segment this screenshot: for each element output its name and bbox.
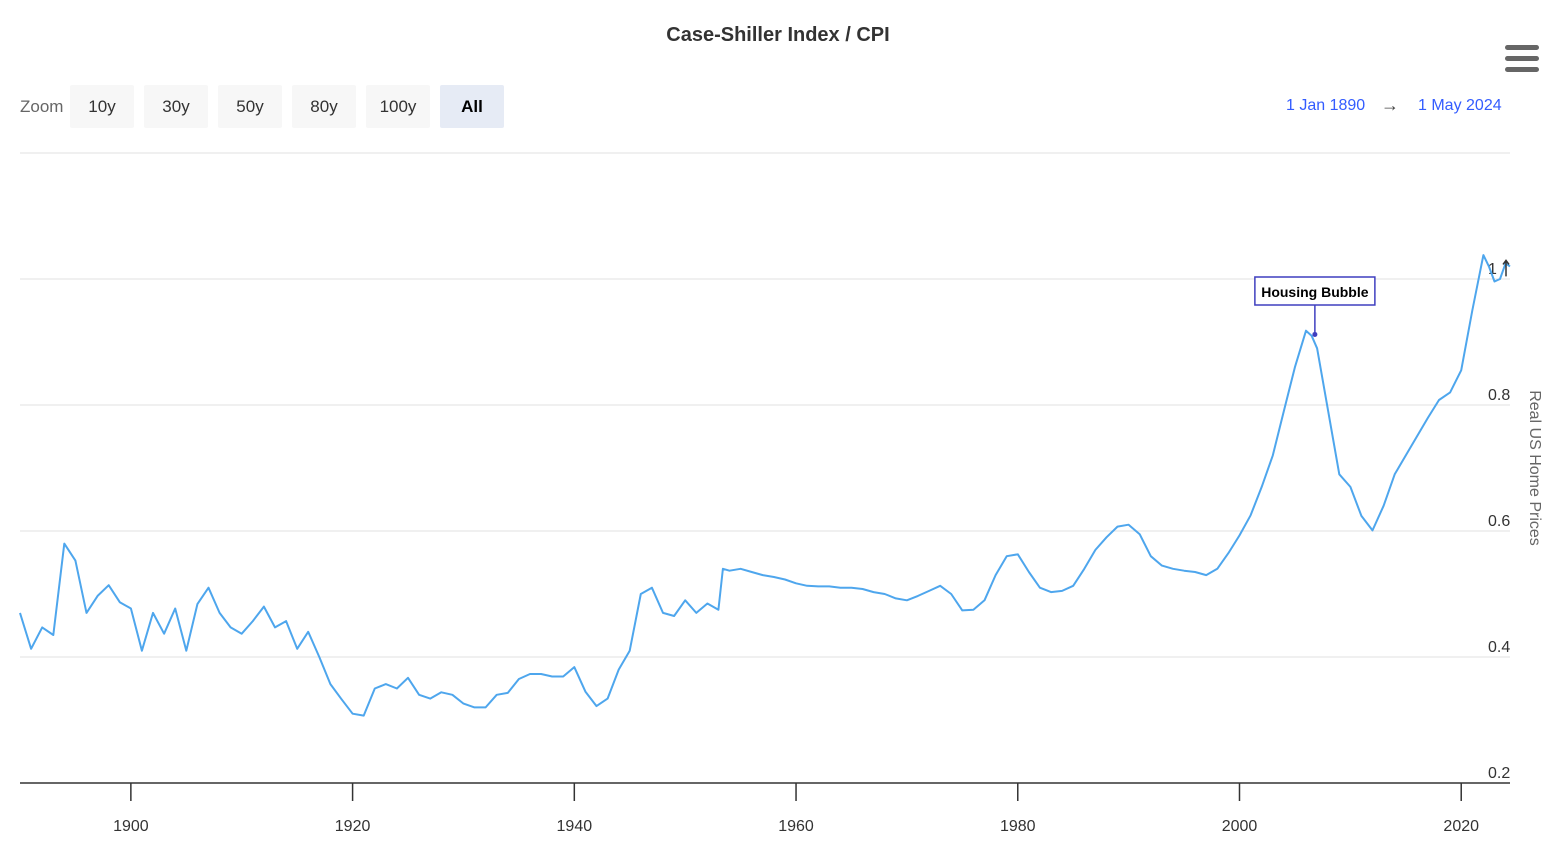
hamburger-menu-icon[interactable] (1501, 42, 1541, 76)
zoom-10y-button[interactable]: 10y (70, 85, 134, 128)
range-to-input[interactable]: 1 May 2024 (1418, 97, 1502, 114)
x-tick-label: 2000 (1222, 818, 1258, 835)
zoom-100y-button[interactable]: 100y (366, 85, 430, 128)
x-tick-label: 1900 (113, 818, 149, 835)
menu-bar (1505, 67, 1539, 72)
y-tick-label: 0.8 (1488, 387, 1510, 404)
range-from-input[interactable]: 1 Jan 1890 (1286, 97, 1366, 114)
series-line (19, 254, 1511, 717)
x-axis: 1900 1920 1940 1960 1980 2000 2020 (20, 782, 1510, 835)
y-tick-label: 0.6 (1488, 513, 1510, 530)
zoom-80y-button[interactable]: 80y (292, 85, 356, 128)
chart-title: Case-Shiller Index / CPI (666, 24, 890, 46)
annotation-label: Housing Bubble (1261, 284, 1369, 300)
annotation-point (1312, 331, 1318, 337)
series-end-arrow-icon (1502, 259, 1510, 277)
range-arrow: → (1381, 95, 1399, 115)
y-tick-label: 0.2 (1488, 765, 1510, 782)
annotation-box (1254, 276, 1376, 306)
gridlines (20, 278, 1510, 658)
y-tick-label: 0.4 (1488, 639, 1510, 656)
x-tick-label: 1940 (557, 818, 593, 835)
y-tick-label: 1 (1488, 261, 1497, 278)
annotation-housing-bubble[interactable]: Housing Bubble (1254, 276, 1376, 337)
x-tick-label: 1980 (1000, 818, 1036, 835)
menu-bar (1505, 45, 1539, 50)
annotations: Housing Bubble (1254, 276, 1376, 337)
zoom-30y-button[interactable]: 30y (144, 85, 208, 128)
zoom-all-button[interactable]: All (440, 85, 504, 128)
x-tick-label: 1920 (335, 818, 371, 835)
menu-bar (1505, 56, 1539, 61)
x-tick-label: 1960 (778, 818, 814, 835)
zoom-50y-button[interactable]: 50y (218, 85, 282, 128)
x-tick-label: 2020 (1443, 818, 1479, 835)
y-tick-labels: 0.2 0.4 0.6 0.8 1 (1488, 261, 1510, 782)
zoom-label: Zoom (20, 97, 64, 116)
y-axis-title: Real US Home Prices (1526, 390, 1543, 546)
